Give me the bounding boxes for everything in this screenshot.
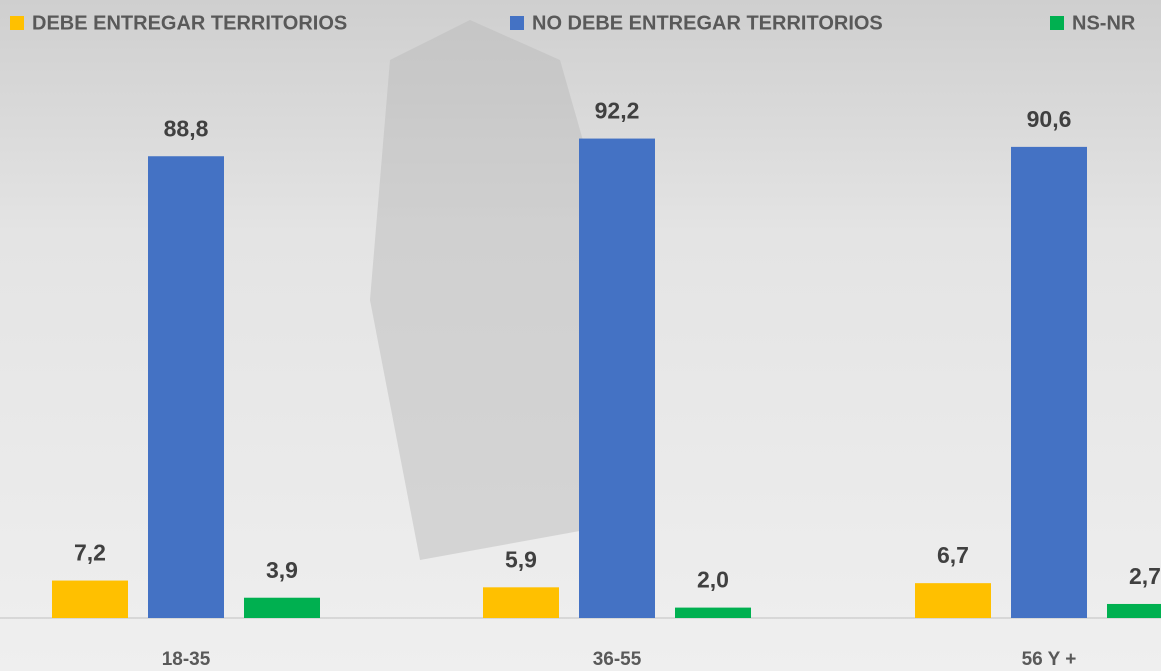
bar: [1011, 147, 1087, 618]
bar: [579, 139, 655, 618]
data-label: 3,9: [266, 557, 298, 583]
legend-swatch: [510, 16, 524, 30]
bar: [483, 587, 559, 618]
data-label: 88,8: [164, 115, 209, 141]
x-tick-label: 36-55: [593, 649, 642, 670]
legend-label: DEBE ENTREGAR TERRITORIOS: [32, 12, 347, 34]
data-label: 92,2: [595, 98, 640, 124]
data-label: 6,7: [937, 542, 969, 568]
legend-label: NS-NR: [1072, 12, 1136, 34]
data-label: 2,7: [1129, 563, 1161, 589]
data-label: 7,2: [74, 540, 106, 566]
chart: DEBE ENTREGAR TERRITORIOS NO DEBE ENTREGA…: [0, 0, 1161, 671]
bar: [1107, 604, 1161, 618]
data-label: 90,6: [1027, 106, 1072, 132]
bar: [675, 608, 751, 618]
bar: [915, 583, 991, 618]
page: DEBE ENTREGAR TERRITORIOS NO DEBE ENTREGA…: [0, 0, 1161, 671]
legend-swatch: [1050, 16, 1064, 30]
x-tick-label: 56 Y +: [1022, 649, 1077, 670]
x-tick-label: 18-35: [162, 649, 211, 670]
data-label: 2,0: [697, 567, 729, 593]
data-label: 5,9: [505, 546, 537, 572]
bar: [148, 156, 224, 618]
bar: [244, 598, 320, 618]
legend-label: NO DEBE ENTREGAR TERRITORIOS: [532, 12, 883, 34]
bar: [52, 581, 128, 618]
legend-swatch: [10, 16, 24, 30]
